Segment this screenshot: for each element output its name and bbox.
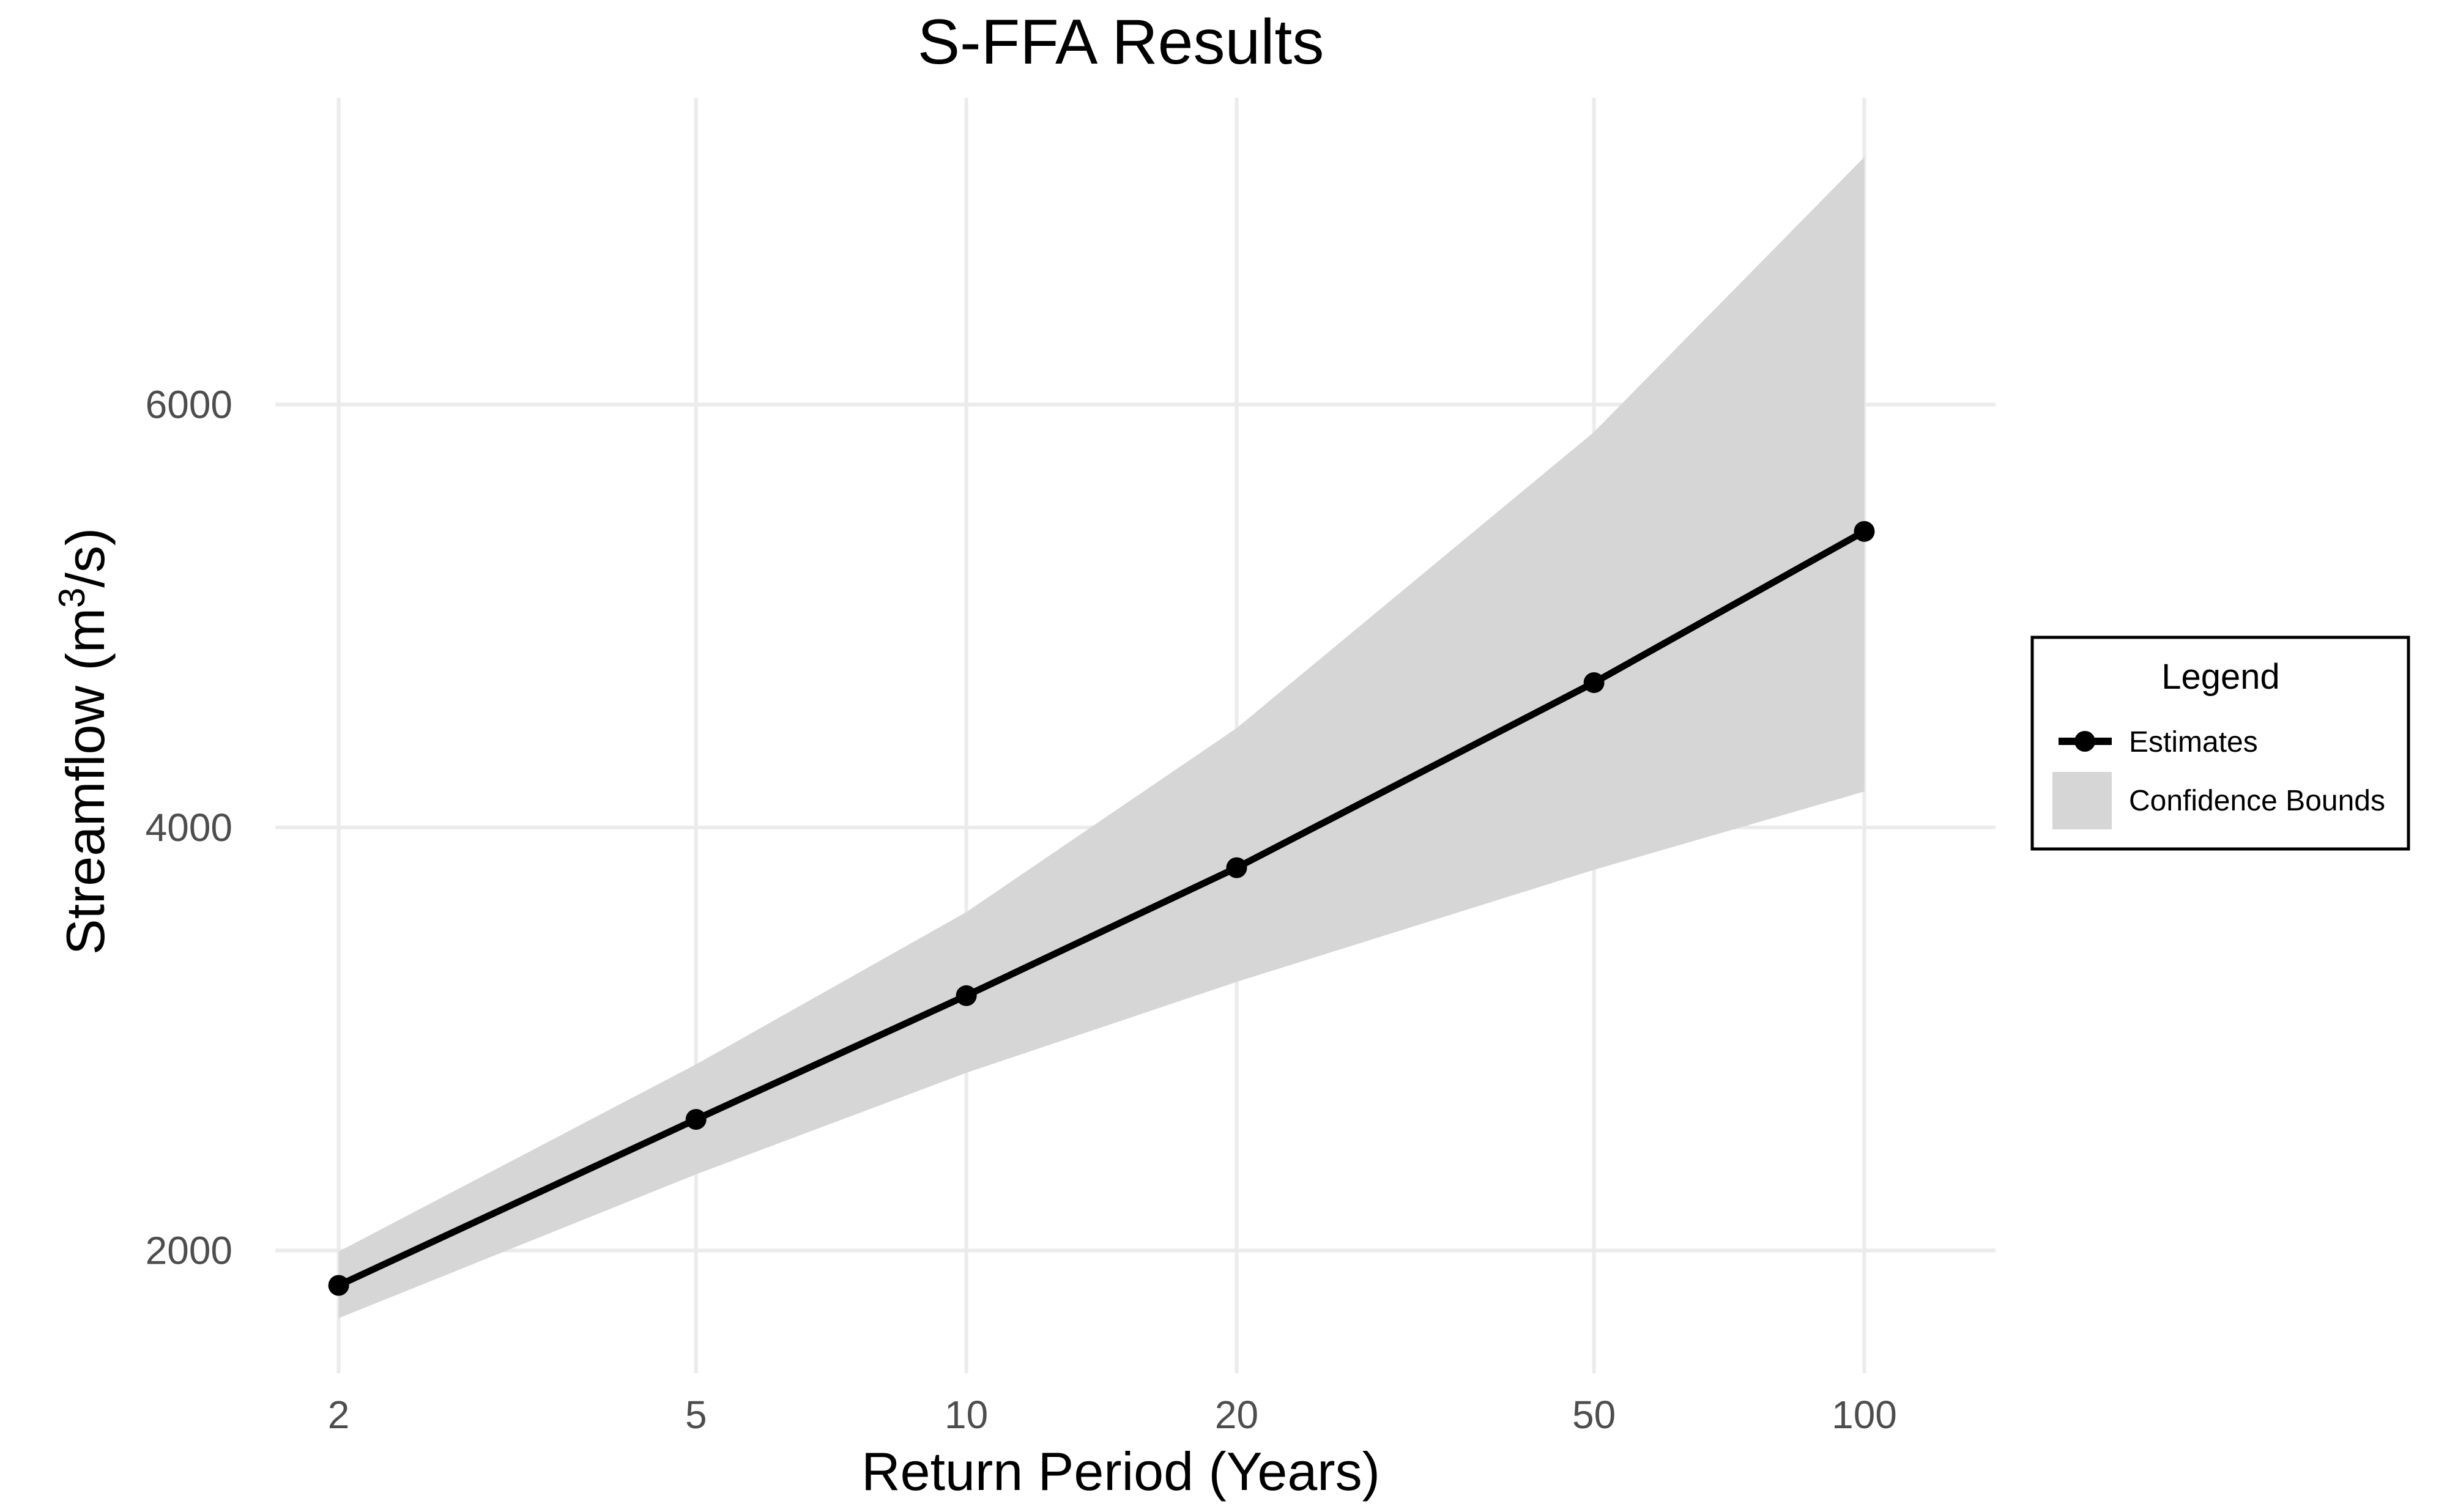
x-tick-label: 100 [1832,1393,1897,1437]
estimate-point [328,1275,349,1296]
y-tick-label: 6000 [146,382,232,426]
x-axis-title: Return Period (Years) [861,1441,1380,1502]
y-tick-label: 2000 [146,1228,232,1272]
confidence-band [338,157,1865,1319]
legend-label-confidence-bounds: Confidence Bounds [2129,785,2385,817]
y-tick-labels: 2000 4000 6000 [146,382,232,1272]
x-tick-labels: 2 5 10 20 50 100 [328,1393,1897,1437]
estimate-points [328,521,1875,1296]
x-tick-label: 50 [1572,1393,1616,1437]
estimate-point [1583,672,1605,694]
y-axis-title: Streamflow (m3/s) [51,528,116,955]
estimates-line [337,528,1866,1289]
estimate-point [956,985,977,1006]
y-tick-label: 4000 [146,806,232,850]
x-tick-label: 5 [685,1393,707,1437]
x-tick-label: 10 [945,1393,988,1437]
estimate-point [1854,521,1875,542]
y-axis-title-main: Streamflow (m [55,608,116,955]
legend-confidence-key [2052,772,2112,829]
estimate-point [685,1109,707,1130]
y-axis-title-superscript: 3 [51,588,92,608]
x-tick-label: 20 [1215,1393,1258,1437]
chart-title: S-FFA Results [918,7,1324,78]
legend-estimates-key-point [2074,731,2095,752]
legend: Legend Estimates Confidence Bounds [2030,636,2410,851]
legend-label-estimates: Estimates [2129,726,2258,758]
legend-title: Legend [2161,657,2280,697]
x-tick-label: 2 [328,1393,350,1437]
estimate-point [1226,857,1247,878]
y-axis-title-tail: /s) [55,528,116,588]
